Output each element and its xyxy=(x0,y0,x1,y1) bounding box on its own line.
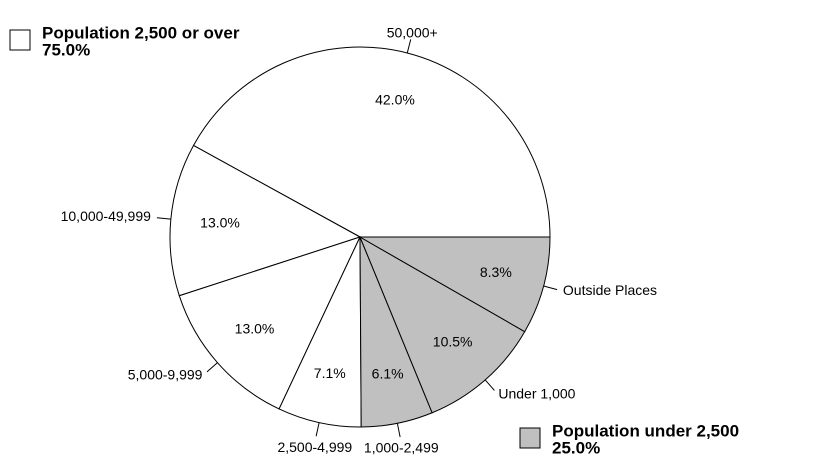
leader-line xyxy=(396,423,401,438)
leader-line xyxy=(315,422,320,437)
legend-label: Population under 2,500 xyxy=(552,421,739,440)
value-label: 6.1% xyxy=(372,366,404,382)
value-label: 8.3% xyxy=(480,264,512,280)
legend-swatch xyxy=(519,427,541,449)
value-label: 13.0% xyxy=(200,214,240,230)
value-label: 13.0% xyxy=(235,321,275,337)
pie-slice xyxy=(358,235,526,414)
category-label: 2,500-4,999 xyxy=(277,439,352,455)
value-label: 10.5% xyxy=(433,333,473,349)
category-label: Under 1,000 xyxy=(498,386,575,402)
leader-line xyxy=(206,362,218,373)
category-label: 5,000-9,999 xyxy=(128,367,203,383)
category-label: 10,000-49,999 xyxy=(61,208,152,224)
leader-line xyxy=(484,379,495,391)
category-label: Outside Places xyxy=(563,282,657,298)
category-label: 50,000+ xyxy=(387,24,438,40)
legend-swatch xyxy=(9,29,31,51)
category-label: 1,000-2,499 xyxy=(364,440,439,456)
leader-line xyxy=(543,285,558,291)
value-label: 7.1% xyxy=(314,365,346,381)
legend-value: 25.0% xyxy=(552,438,600,457)
leader-line xyxy=(156,217,171,220)
legend-label: Population 2,500 or over xyxy=(42,23,240,42)
pie-slice xyxy=(169,144,362,297)
legend-value: 75.0% xyxy=(42,40,90,59)
pie-slice xyxy=(358,236,551,333)
pie-slice xyxy=(192,46,551,238)
leader-line xyxy=(406,39,412,54)
value-label: 42.0% xyxy=(375,92,415,108)
